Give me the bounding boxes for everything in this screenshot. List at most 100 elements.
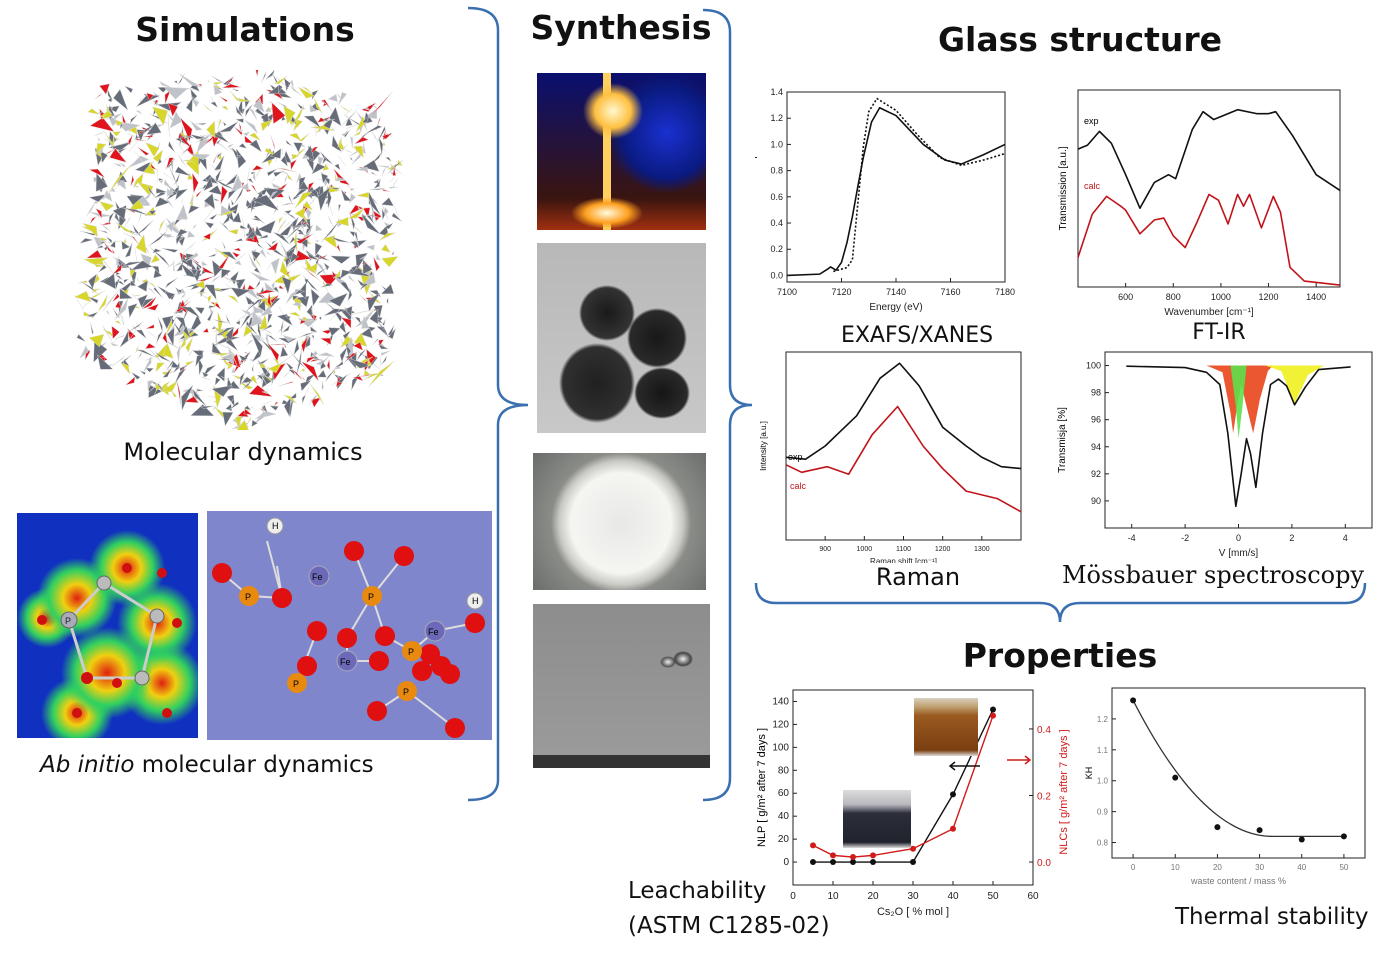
fit-component	[1230, 365, 1247, 439]
polyhedron	[231, 251, 241, 258]
polyhedron	[180, 146, 190, 156]
polyhedron	[117, 147, 127, 153]
polyhedron	[179, 117, 193, 142]
polyhedron	[375, 165, 390, 168]
polyhedron	[382, 140, 386, 146]
polyhedron	[321, 353, 332, 365]
x-tick-label: 50	[1339, 863, 1348, 872]
h-atom-label: H	[472, 596, 479, 606]
polyhedron	[283, 368, 293, 378]
polyhedron	[285, 171, 293, 181]
data-point	[950, 825, 956, 832]
polyhedron	[348, 204, 364, 215]
y-tick-label: 0	[783, 857, 789, 868]
polyhedron	[308, 393, 319, 406]
polyhedron	[107, 135, 115, 152]
polyhedron	[109, 148, 127, 163]
x-tick-label: 30	[907, 891, 919, 902]
polyhedron	[340, 104, 351, 113]
x-tick-label: 1000	[1211, 292, 1231, 302]
polyhedron	[124, 85, 134, 94]
polyhedron	[202, 232, 211, 240]
polyhedron	[95, 143, 107, 155]
polyhedron	[257, 299, 266, 313]
polyhedron	[203, 193, 216, 210]
x-tick-label: 10	[1171, 863, 1180, 872]
electron-density-heatmap-image: P	[17, 513, 198, 738]
polyhedron	[385, 156, 392, 162]
x-axis-label: Cs₂O [ % mol ]	[877, 906, 949, 918]
x-tick-label: 7100	[777, 287, 797, 297]
polyhedron	[147, 381, 162, 394]
polyhedron	[375, 253, 381, 261]
polyhedron	[211, 385, 232, 398]
polyhedron	[322, 280, 328, 292]
polyhedron	[178, 337, 188, 343]
polyhedron	[247, 178, 254, 184]
polyhedron	[227, 189, 238, 200]
polyhedron	[166, 220, 176, 233]
polyhedron	[194, 269, 198, 276]
polyhedron	[347, 288, 353, 302]
series-line	[1077, 108, 1341, 209]
polyhedron	[299, 319, 308, 325]
phosphorus-atom	[362, 586, 382, 606]
polyhedron	[226, 326, 239, 342]
mossbauer-caption: Mössbauer spectroscopy	[1061, 561, 1365, 589]
polyhedron	[261, 71, 267, 83]
y-tick-label: 1.2	[770, 113, 783, 123]
polyhedron	[330, 183, 333, 189]
fit-component	[1265, 365, 1324, 404]
polyhedron	[134, 247, 138, 264]
polyhedron	[261, 367, 272, 382]
polyhedron	[363, 373, 380, 381]
polyhedron	[292, 195, 301, 201]
data-point	[870, 852, 876, 859]
polyhedron	[282, 334, 295, 342]
polyhedron	[149, 247, 171, 267]
polyhedron	[86, 315, 94, 318]
polyhedron	[100, 150, 108, 164]
polyhedron	[147, 185, 158, 200]
polyhedron	[162, 331, 168, 345]
polyhedron	[216, 366, 226, 382]
raman-caption: Raman	[875, 563, 961, 591]
polyhedron	[363, 369, 371, 377]
polyhedron	[314, 185, 321, 195]
polyhedron	[219, 95, 228, 103]
polyhedron	[330, 126, 335, 131]
polyhedron	[228, 399, 234, 406]
oxygen-atom	[440, 664, 460, 684]
polyhedron	[213, 83, 223, 96]
polyhedron	[334, 269, 341, 279]
polyhedron	[111, 356, 125, 367]
polyhedron	[130, 174, 135, 187]
polyhedron	[342, 330, 351, 340]
polyhedron	[290, 368, 304, 382]
polyhedron	[320, 218, 342, 244]
polyhedron	[230, 287, 252, 298]
polyhedron	[109, 342, 119, 347]
polyhedron	[211, 341, 222, 355]
polyhedron	[148, 287, 156, 295]
polyhedron	[260, 408, 266, 411]
polyhedron	[196, 189, 203, 199]
x-tick-label: 7180	[995, 287, 1015, 297]
polyhedron	[187, 205, 201, 215]
series-line	[785, 362, 1022, 470]
polyhedron	[180, 292, 186, 298]
polyhedron	[309, 193, 313, 200]
oxygen-atom	[369, 651, 389, 671]
polyhedron	[208, 185, 223, 196]
polyhedron	[363, 106, 371, 112]
polyhedron	[83, 257, 109, 266]
polyhedron	[98, 237, 108, 242]
polyhedron	[282, 324, 291, 333]
data-point	[830, 852, 836, 859]
ab-initio-italic-text: Ab initio	[40, 752, 135, 778]
polyhedron	[278, 216, 283, 224]
polyhedron	[241, 381, 250, 384]
polyhedron	[165, 277, 179, 289]
polyhedron	[322, 381, 324, 391]
